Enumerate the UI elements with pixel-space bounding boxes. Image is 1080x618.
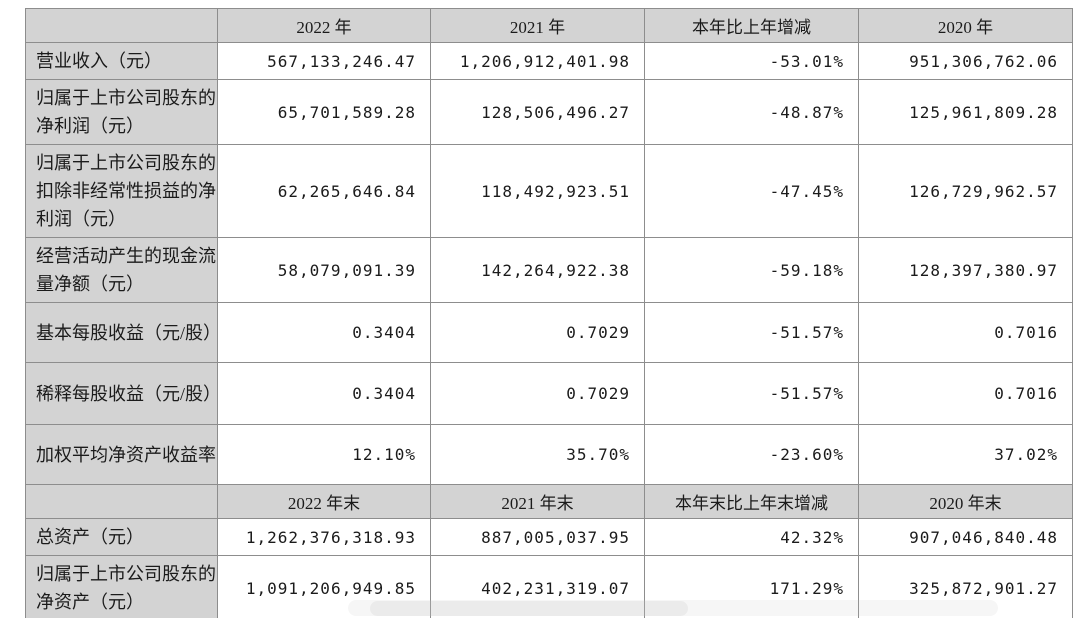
value-cell: 951,306,762.06 xyxy=(858,42,1073,80)
col-header-2020: 2020 年 xyxy=(858,8,1073,43)
row-label-weighted-avg-roe: 加权平均净资产收益率 xyxy=(25,424,218,485)
row-label-diluted-eps: 稀释每股收益（元/股） xyxy=(25,362,218,425)
value-cell: 0.3404 xyxy=(217,362,431,425)
value-cell: -23.60% xyxy=(644,424,859,485)
value-cell: 128,506,496.27 xyxy=(430,79,645,145)
row-label-revenue: 营业收入（元） xyxy=(25,42,218,80)
col-header-yoy-change: 本年比上年增减 xyxy=(644,8,859,43)
value-cell: 35.70% xyxy=(430,424,645,485)
value-cell: 118,492,923.51 xyxy=(430,144,645,238)
col-header-2021: 2021 年 xyxy=(430,8,645,43)
corner-cell xyxy=(25,8,218,43)
value-cell: 567,133,246.47 xyxy=(217,42,431,80)
value-cell: -53.01% xyxy=(644,42,859,80)
table-row: 基本每股收益（元/股） 0.3404 0.7029 -51.57% 0.7016 xyxy=(25,302,1073,363)
row-label-basic-eps: 基本每股收益（元/股） xyxy=(25,302,218,363)
value-cell: 402,231,319.07 xyxy=(430,555,645,618)
value-cell: 62,265,646.84 xyxy=(217,144,431,238)
yearend-header-row: 2022 年末 2021 年末 本年末比上年末增减 2020 年末 xyxy=(25,484,1073,519)
table-row: 加权平均净资产收益率 12.10% 35.70% -23.60% 37.02% xyxy=(25,424,1073,485)
financial-summary-table: 2022 年 2021 年 本年比上年增减 2020 年 营业收入（元） 567… xyxy=(25,8,1073,618)
value-cell: 58,079,091.39 xyxy=(217,237,431,303)
value-cell: 12.10% xyxy=(217,424,431,485)
screenshot-shadow-artifact xyxy=(370,601,688,616)
row-label-net-assets: 归属于上市公司股东的净资产（元） xyxy=(25,555,218,618)
row-label-net-profit-excl-nonrecurring: 归属于上市公司股东的扣除非经常性损益的净利润（元） xyxy=(25,144,218,238)
annual-header-row: 2022 年 2021 年 本年比上年增减 2020 年 xyxy=(25,8,1073,43)
row-label-total-assets: 总资产（元） xyxy=(25,518,218,556)
col-header-yearend-change: 本年末比上年末增减 xyxy=(644,484,859,519)
table-row: 营业收入（元） 567,133,246.47 1,206,912,401.98 … xyxy=(25,42,1073,80)
col-header-2022-yearend: 2022 年末 xyxy=(217,484,431,519)
value-cell: 907,046,840.48 xyxy=(858,518,1073,556)
value-cell: 65,701,589.28 xyxy=(217,79,431,145)
row-label-operating-cash-flow: 经营活动产生的现金流量净额（元） xyxy=(25,237,218,303)
value-cell: 1,206,912,401.98 xyxy=(430,42,645,80)
value-cell: 1,091,206,949.85 xyxy=(217,555,431,618)
row-label-net-profit: 归属于上市公司股东的净利润（元） xyxy=(25,79,218,145)
corner-cell xyxy=(25,484,218,519)
table-row: 归属于上市公司股东的净利润（元） 65,701,589.28 128,506,4… xyxy=(25,79,1073,145)
value-cell: 42.32% xyxy=(644,518,859,556)
value-cell: -51.57% xyxy=(644,302,859,363)
value-cell: 887,005,037.95 xyxy=(430,518,645,556)
value-cell: -47.45% xyxy=(644,144,859,238)
table-row: 稀释每股收益（元/股） 0.3404 0.7029 -51.57% 0.7016 xyxy=(25,362,1073,425)
value-cell: 0.7029 xyxy=(430,362,645,425)
screenshot-shadow-artifact xyxy=(348,600,998,616)
table-row: 归属于上市公司股东的扣除非经常性损益的净利润（元） 62,265,646.84 … xyxy=(25,144,1073,238)
value-cell: 171.29% xyxy=(644,555,859,618)
table-row: 归属于上市公司股东的净资产（元） 1,091,206,949.85 402,23… xyxy=(25,555,1073,618)
table-row: 经营活动产生的现金流量净额（元） 58,079,091.39 142,264,9… xyxy=(25,237,1073,303)
value-cell: 37.02% xyxy=(858,424,1073,485)
value-cell: 142,264,922.38 xyxy=(430,237,645,303)
col-header-2020-yearend: 2020 年末 xyxy=(858,484,1073,519)
table-row: 总资产（元） 1,262,376,318.93 887,005,037.95 4… xyxy=(25,518,1073,556)
value-cell: 0.7029 xyxy=(430,302,645,363)
value-cell: 325,872,901.27 xyxy=(858,555,1073,618)
value-cell: 1,262,376,318.93 xyxy=(217,518,431,556)
value-cell: 0.7016 xyxy=(858,362,1073,425)
value-cell: -59.18% xyxy=(644,237,859,303)
value-cell: 0.3404 xyxy=(217,302,431,363)
col-header-2022: 2022 年 xyxy=(217,8,431,43)
value-cell: 126,729,962.57 xyxy=(858,144,1073,238)
value-cell: -48.87% xyxy=(644,79,859,145)
value-cell: -51.57% xyxy=(644,362,859,425)
col-header-2021-yearend: 2021 年末 xyxy=(430,484,645,519)
value-cell: 0.7016 xyxy=(858,302,1073,363)
value-cell: 128,397,380.97 xyxy=(858,237,1073,303)
value-cell: 125,961,809.28 xyxy=(858,79,1073,145)
